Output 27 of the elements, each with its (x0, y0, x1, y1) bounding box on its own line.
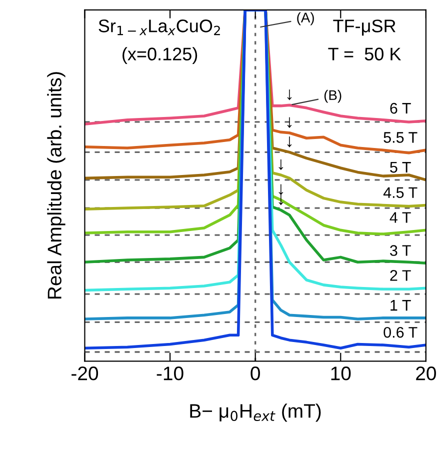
annotation: ↓ (287, 89, 292, 100)
x-tick-label: 20 (416, 366, 436, 380)
x-tick-label: 0 (250, 366, 260, 380)
annotation: ↓ (278, 184, 284, 195)
x-axis-title: B− μ$_{0}$H$_{ext}$ (mT) (190, 404, 321, 422)
series-label: 5 T (390, 162, 411, 173)
x-tick-label: -10 (156, 366, 184, 380)
annotation: TF-μSR (333, 20, 396, 36)
annotation: ↓ (287, 136, 292, 148)
series-label: 4 T (390, 212, 411, 223)
annotation: Sr$_{1−x}$La$_{x}$CuO$_{2}$ (98, 20, 220, 36)
annotation: (B) (324, 90, 342, 103)
annotation: T = 50 K (328, 48, 402, 60)
series-label: 3 T (390, 245, 411, 256)
series-label: 5.5 T (384, 132, 418, 143)
annotation: ↓ (287, 117, 292, 128)
x-tick-label: -20 (72, 366, 98, 380)
annotation: (A) (297, 12, 314, 26)
annotation: ↓ (278, 159, 284, 170)
series-label: 1 T (390, 300, 411, 311)
y-axis-title: Real Amplitude (arb. units) (47, 72, 66, 299)
series-label: 6 T (390, 102, 411, 114)
series-label: 2 T (390, 270, 411, 281)
annotation: (x=0.125) (122, 47, 198, 64)
x-tick-label: 10 (331, 366, 351, 380)
series-label: 4.5 T (383, 187, 418, 198)
series-label: 0.6 T (384, 326, 418, 338)
